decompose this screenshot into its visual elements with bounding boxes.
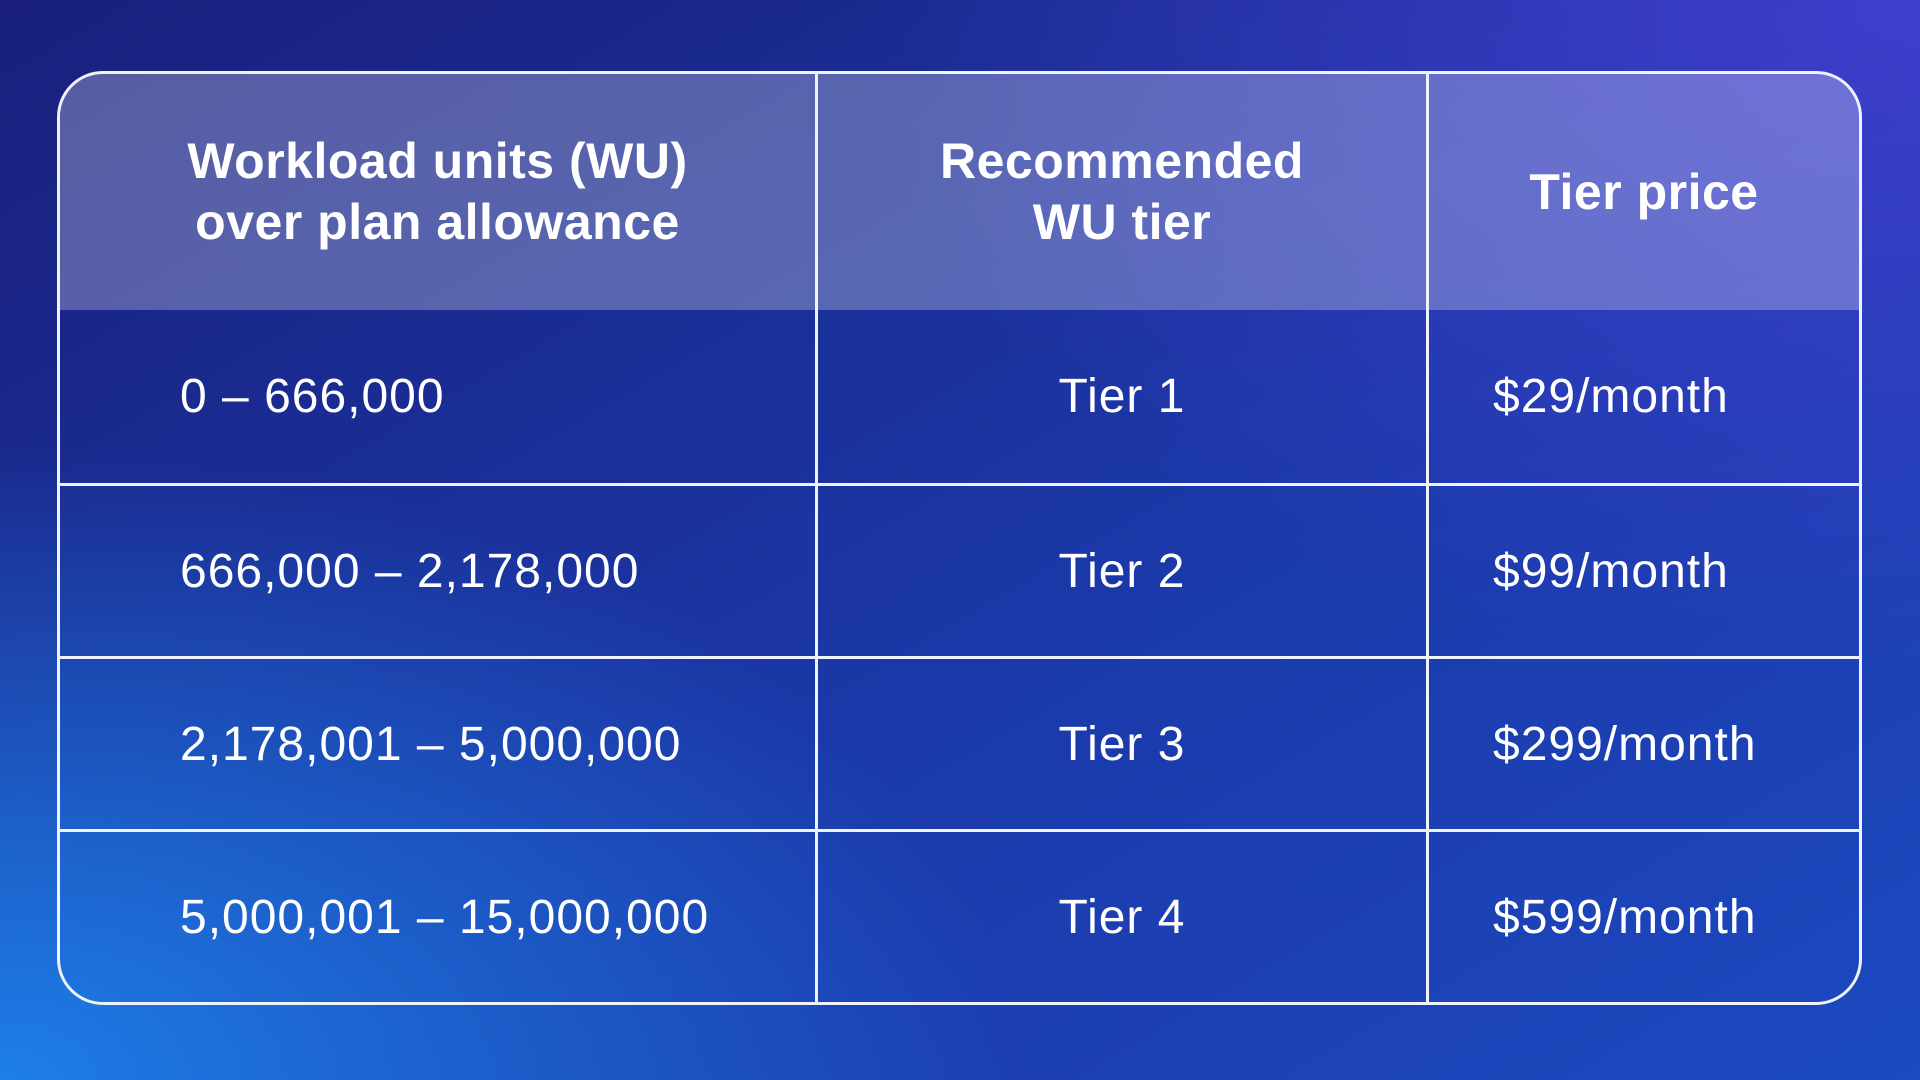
column-header-workload-units-label: Workload units (WU) over plan allowance — [187, 133, 688, 250]
price-cell: $99/month — [1429, 483, 1859, 656]
range-cell: 5,000,001 – 15,000,000 — [60, 829, 818, 1002]
range-cell: 666,000 – 2,178,000 — [60, 483, 818, 656]
price-cell: $299/month — [1429, 656, 1859, 829]
tier-cell: Tier 3 — [818, 656, 1429, 829]
tier-cell: Tier 4 — [818, 829, 1429, 1002]
column-header-tier-price: Tier price — [1429, 74, 1859, 310]
column-header-tier-price-label: Tier price — [1529, 163, 1759, 220]
column-header-workload-units: Workload units (WU) over plan allowance — [60, 74, 818, 310]
column-header-recommended-tier: Recommended WU tier — [818, 74, 1429, 310]
wu-pricing-table: Workload units (WU) over plan allowance … — [57, 71, 1862, 1005]
tier-cell: Tier 2 — [818, 483, 1429, 656]
range-cell: 2,178,001 – 5,000,000 — [60, 656, 818, 829]
column-header-recommended-tier-label: Recommended WU tier — [940, 133, 1304, 250]
price-cell: $29/month — [1493, 370, 1729, 423]
price-cell: $599/month — [1429, 829, 1859, 1002]
range-cell: 0 – 666,000 — [60, 310, 818, 483]
tier-cell: Tier 1 — [818, 310, 1429, 483]
